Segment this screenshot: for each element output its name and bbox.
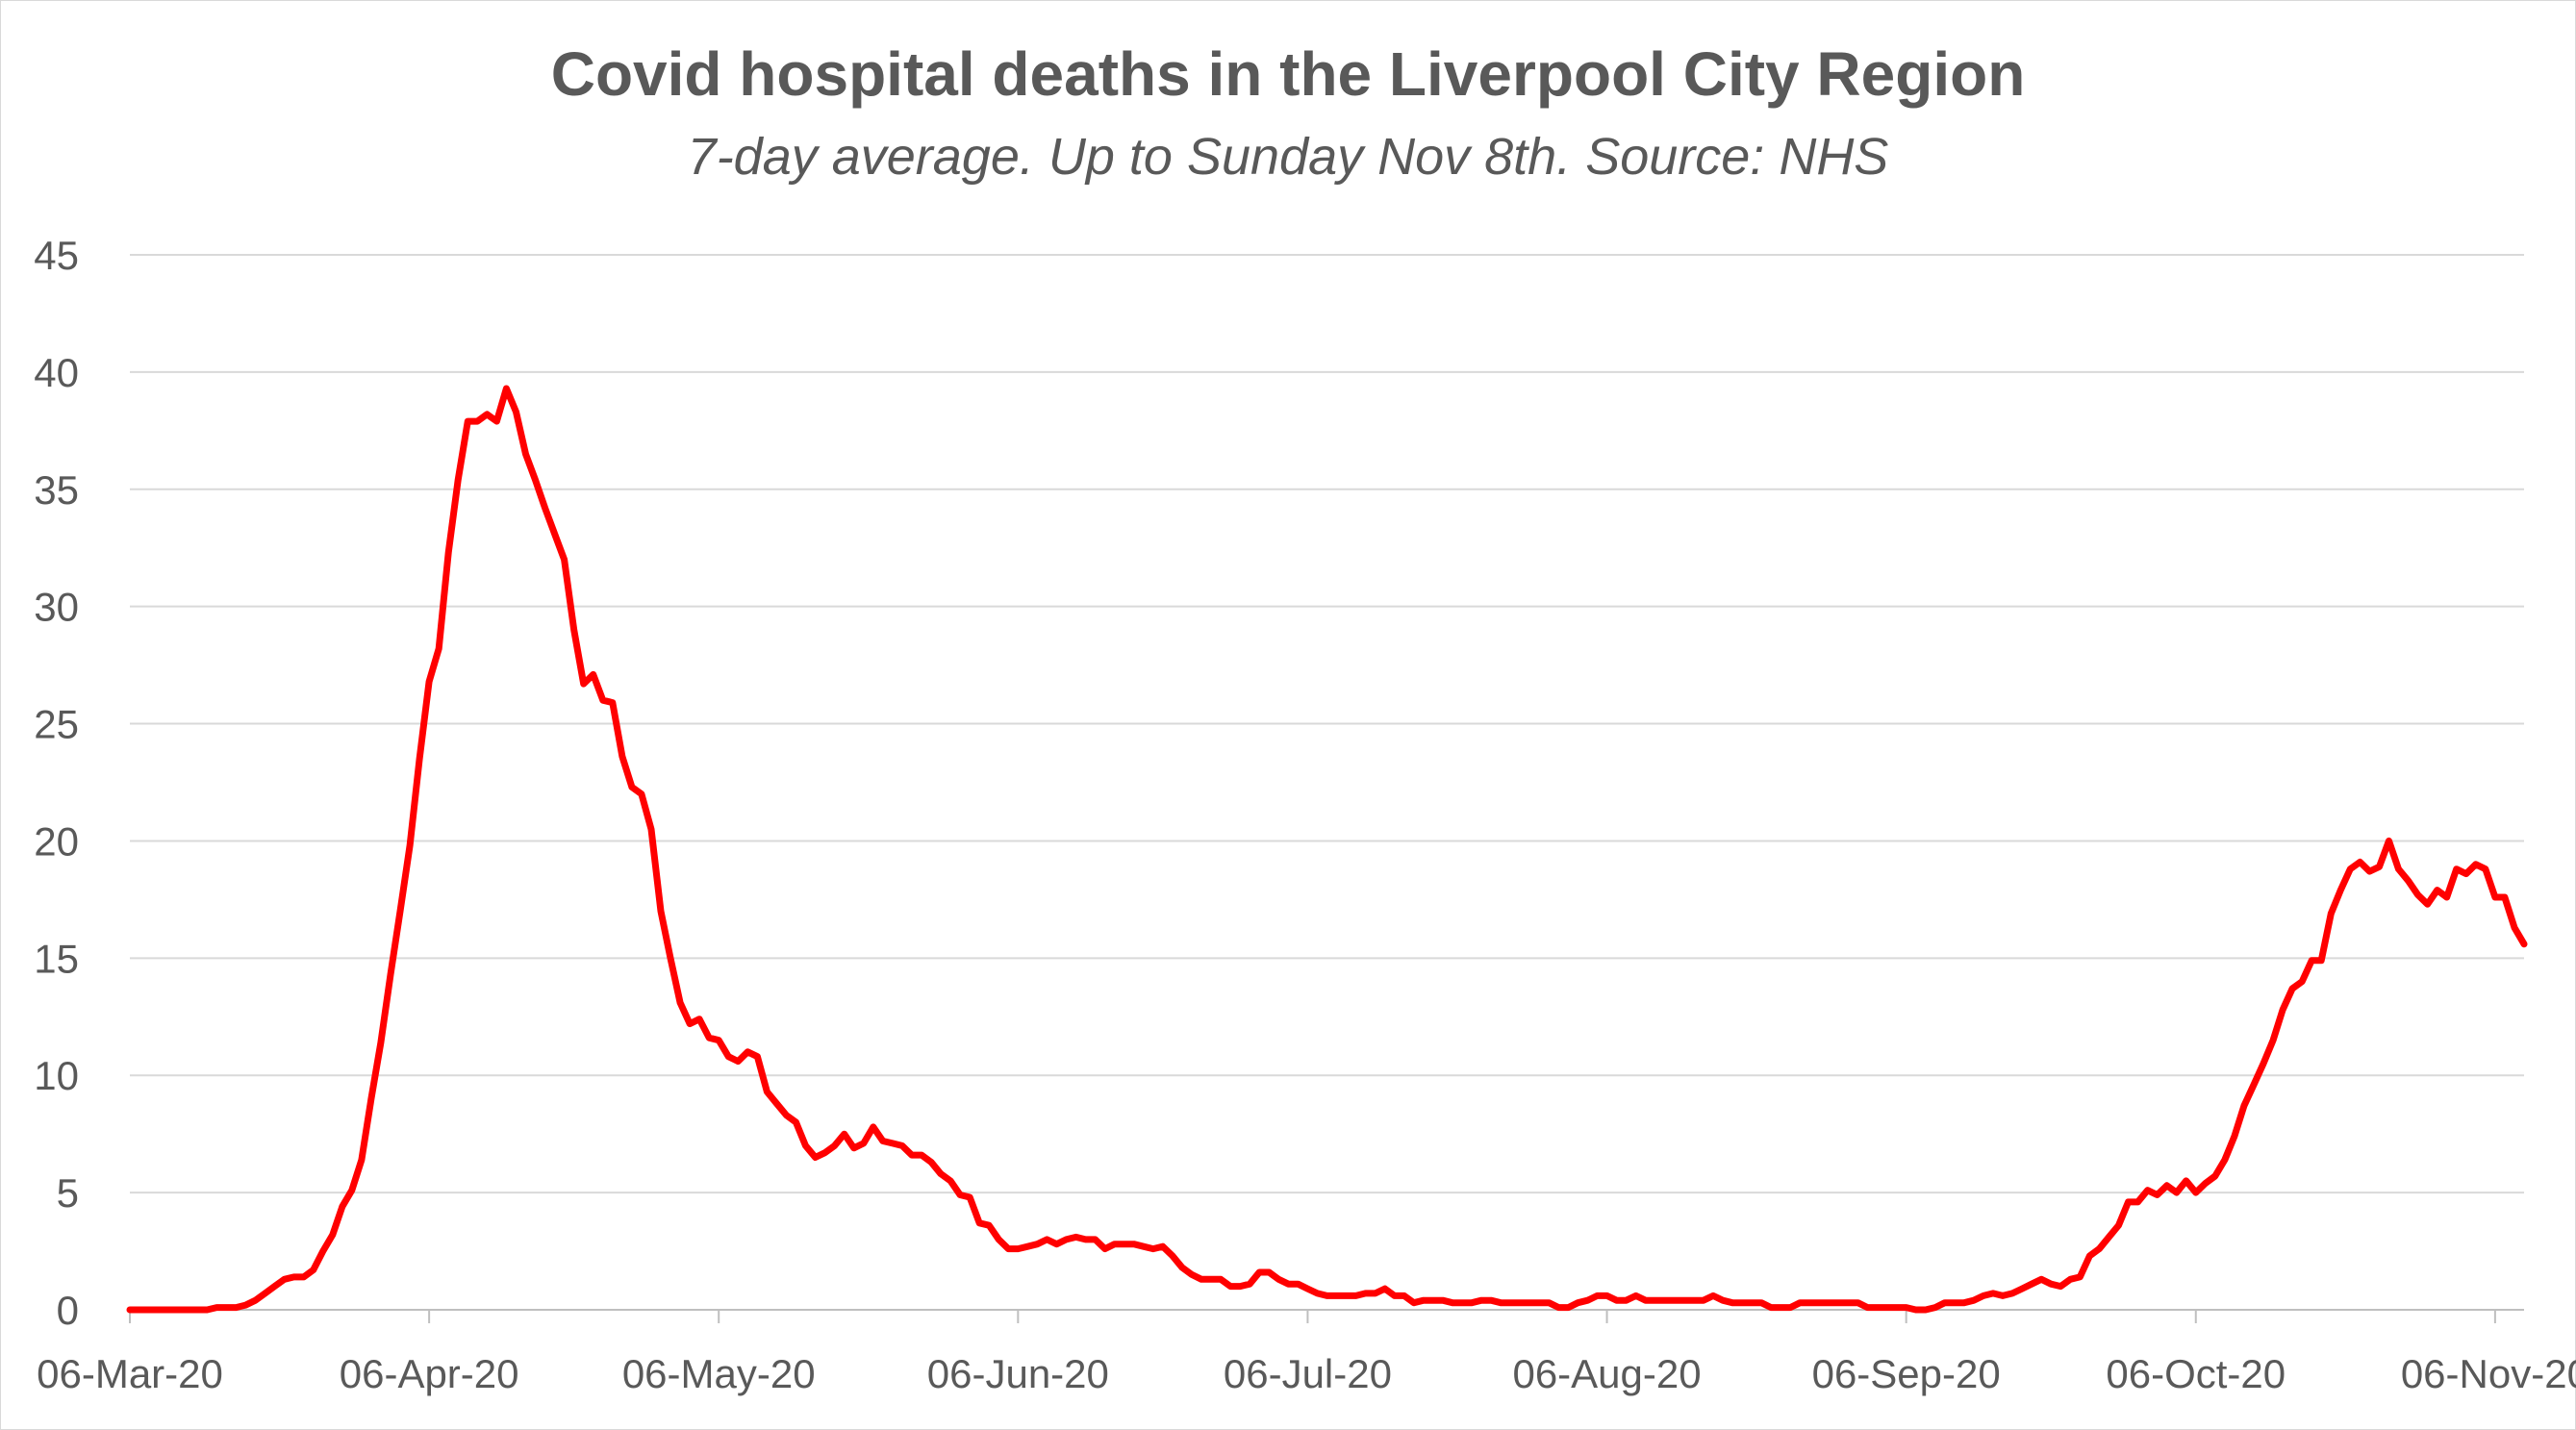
series-line-0 [126, 385, 2528, 1314]
x-tick-label: 06-May-20 [622, 1351, 816, 1396]
y-tick-label: 30 [34, 585, 79, 630]
y-tick-label: 25 [34, 702, 79, 747]
x-tick-label: 06-Jun-20 [927, 1351, 1109, 1396]
y-tick-label: 45 [34, 233, 79, 278]
x-tick-label: 06-Jul-20 [1224, 1351, 1392, 1396]
y-tick-label: 5 [57, 1170, 79, 1216]
x-tick-label: 06-Aug-20 [1512, 1351, 1701, 1396]
y-tick-label: 15 [34, 936, 79, 981]
x-tick-label: 06-Nov-20 [2401, 1351, 2576, 1396]
y-tick-label: 40 [34, 350, 79, 395]
series-group [126, 385, 2528, 1314]
gridlines [130, 254, 2524, 1194]
x-axis: 06-Mar-20 06-Apr-20 06-May-20 06-Jun-20 06-J… [37, 1309, 2576, 1396]
x-tick-label: 06-Oct-20 [2106, 1351, 2286, 1396]
y-tick-label: 0 [57, 1288, 79, 1333]
x-tick-label: 06-Sep-20 [1812, 1351, 2001, 1396]
y-tick-label: 10 [34, 1053, 79, 1098]
chart-subtitle: 7-day average. Up to Sunday Nov 8th. Sou… [687, 128, 1889, 186]
chart-title: Covid hospital deaths in the Liverpool C… [550, 39, 2026, 109]
y-tick-label: 35 [34, 467, 79, 513]
x-tick-label: 06-Apr-20 [340, 1351, 519, 1396]
y-tick-label: 20 [34, 818, 79, 864]
x-tick-label: 06-Mar-20 [37, 1351, 223, 1396]
y-axis: 0 5 10 15 20 25 30 35 40 45 [34, 233, 79, 1333]
